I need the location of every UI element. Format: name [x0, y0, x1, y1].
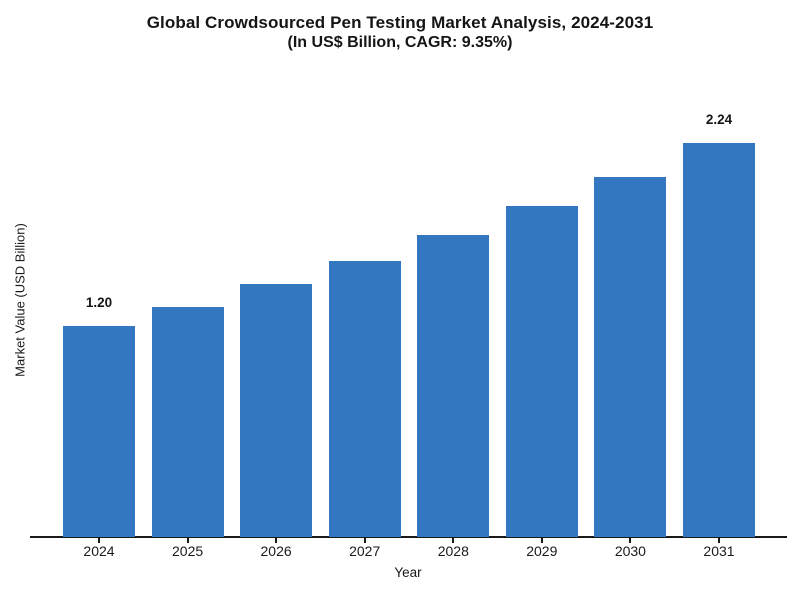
bar-2030	[594, 177, 667, 537]
bar-2026	[240, 284, 313, 537]
x-tickmark-2028	[452, 538, 455, 543]
value-label-2031: 2.24	[705, 112, 733, 127]
x-tickmark-2026	[275, 538, 278, 543]
x-tickmark-2031	[718, 538, 720, 543]
x-tickmark-2029	[540, 538, 543, 543]
x-tickmark-2025	[186, 538, 189, 543]
chart-title-line1: Global Crowdsourced Pen Testing Market A…	[146, 13, 654, 32]
x-tick-label-2026: 2026	[260, 543, 292, 559]
value-label-2024: 1.20	[85, 295, 113, 310]
x-tick-label-2025: 2025	[172, 543, 204, 559]
x-axis-line	[30, 536, 787, 538]
x-tick-label-2027: 2027	[349, 543, 381, 559]
x-axis-label: Year	[394, 565, 422, 580]
bar-2031	[683, 143, 755, 537]
bar-2028	[417, 235, 490, 537]
x-tickmark-2030	[629, 538, 632, 543]
x-tick-label-2024: 2024	[83, 543, 115, 559]
bar-2027	[328, 261, 401, 537]
x-tick-label-2028: 2028	[437, 543, 469, 559]
chart-title-line2: (In US$ Billion, CAGR: 9.35%)	[287, 34, 513, 52]
x-tick-label-2031: 2031	[703, 543, 735, 559]
bar-2024	[63, 326, 135, 537]
x-tickmark-2024	[98, 538, 100, 543]
chart-title: Global Crowdsourced Pen Testing Market A…	[0, 12, 800, 53]
bar-2029	[505, 206, 578, 537]
x-tick-label-2030: 2030	[614, 543, 646, 559]
y-axis-label: Market Value (USD Billion)	[12, 223, 28, 377]
bar-2025	[151, 307, 224, 537]
x-tickmark-2027	[363, 538, 366, 543]
x-tick-label-2029: 2029	[526, 543, 558, 559]
